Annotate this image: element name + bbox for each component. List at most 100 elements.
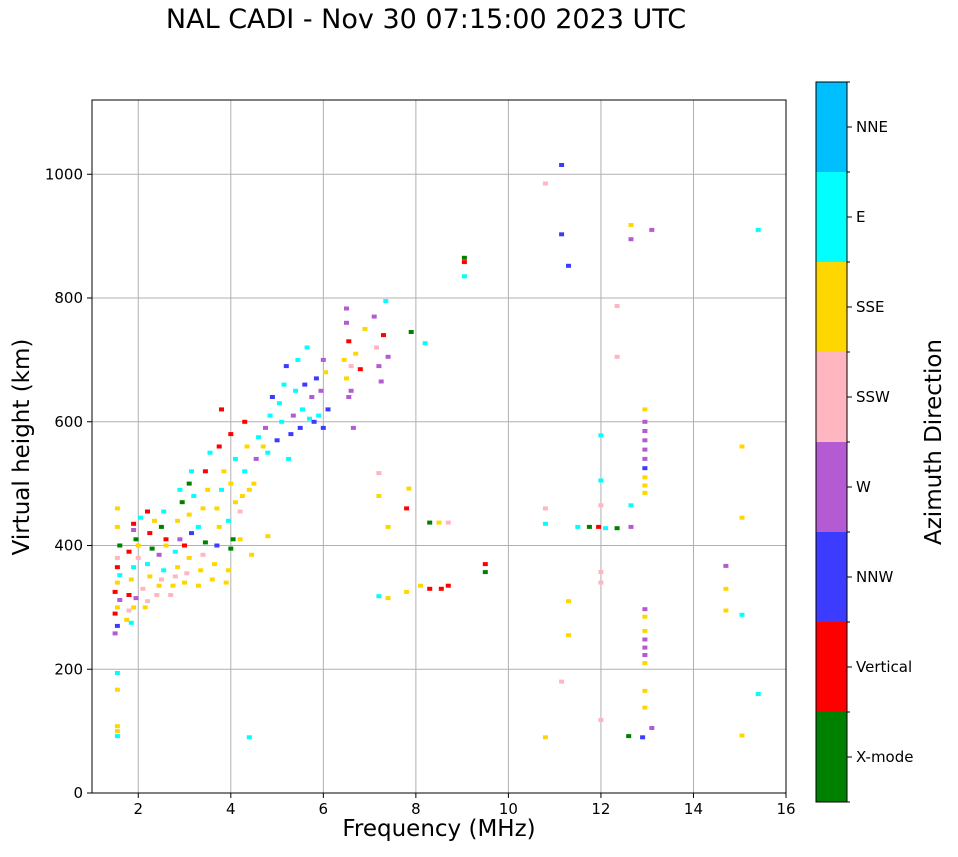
data-point	[628, 503, 634, 508]
data-point	[200, 552, 206, 557]
data-point	[226, 518, 231, 523]
data-point	[131, 528, 137, 532]
colorbar-tick-label: SSE	[856, 298, 885, 316]
data-point	[642, 688, 648, 693]
data-point	[230, 537, 236, 542]
y-tick-label: 0	[73, 784, 83, 802]
data-point	[755, 227, 761, 232]
data-point	[177, 487, 183, 492]
data-point	[251, 481, 257, 486]
data-point	[184, 571, 190, 576]
data-point	[182, 580, 187, 585]
data-point	[133, 537, 139, 542]
data-point	[145, 599, 150, 604]
data-point	[114, 729, 120, 734]
data-point	[237, 537, 243, 542]
data-point	[378, 379, 384, 384]
data-point	[640, 735, 646, 740]
data-point	[124, 617, 130, 622]
data-point	[323, 370, 329, 375]
data-point	[404, 506, 410, 511]
data-point	[186, 512, 192, 517]
colorbar-swatch	[816, 172, 847, 262]
data-point	[642, 456, 648, 461]
data-point	[461, 260, 467, 265]
data-point	[341, 357, 347, 362]
data-point	[559, 232, 565, 237]
data-point	[219, 487, 224, 492]
data-point	[242, 419, 248, 424]
data-point	[566, 263, 571, 268]
data-point	[126, 593, 132, 597]
data-point	[135, 543, 141, 548]
data-point	[739, 444, 745, 449]
data-point	[117, 543, 123, 548]
data-point	[256, 435, 262, 440]
data-point	[542, 181, 548, 186]
x-tick-label: 14	[684, 800, 703, 818]
colorbar-tick-label: E	[856, 208, 865, 226]
data-point	[170, 583, 176, 588]
data-point	[195, 583, 201, 588]
data-point	[172, 549, 178, 554]
data-point	[145, 562, 150, 567]
data-point	[304, 345, 310, 350]
data-point	[265, 534, 271, 539]
data-point	[290, 413, 296, 418]
data-point	[279, 419, 285, 424]
data-point	[168, 593, 174, 597]
data-point	[114, 580, 120, 585]
data-point	[461, 274, 467, 279]
data-point	[418, 583, 423, 588]
colorbar-tick-label: NNE	[856, 118, 888, 136]
data-point	[642, 447, 648, 452]
data-point	[286, 456, 292, 461]
data-point	[313, 376, 319, 381]
data-point	[642, 407, 648, 412]
colorbar-swatch	[816, 712, 847, 802]
y-tick-label: 600	[54, 413, 83, 431]
data-point	[114, 734, 120, 739]
data-point	[311, 419, 317, 424]
data-point	[242, 469, 248, 474]
colorbar-tick-label: SSW	[856, 388, 890, 406]
data-point	[566, 633, 571, 638]
data-point	[260, 444, 266, 449]
data-point	[598, 570, 604, 575]
data-point	[348, 388, 354, 393]
data-point	[198, 568, 204, 573]
data-point	[596, 524, 602, 529]
data-point	[626, 734, 632, 739]
colorbar-swatch	[816, 532, 847, 622]
data-point	[318, 388, 324, 393]
data-point	[376, 594, 382, 599]
data-point	[427, 520, 433, 525]
data-point	[559, 679, 565, 684]
data-point	[281, 382, 287, 387]
colorbar-tick-label: X-mode	[856, 748, 913, 766]
ticks-layer: 2 4 6 8 10 12 14 16 0 200 400 600 800 1000	[45, 165, 796, 818]
data-point	[175, 518, 181, 523]
colorbar-tick-label: NNW	[856, 568, 893, 586]
data-point	[131, 565, 137, 570]
data-point	[461, 255, 467, 260]
data-point	[161, 509, 167, 514]
data-point	[642, 607, 648, 612]
data-point	[482, 562, 488, 567]
data-point	[177, 537, 183, 542]
colorbar-swatch	[816, 622, 847, 712]
data-point	[628, 524, 634, 529]
data-point	[642, 490, 648, 495]
data-point	[274, 438, 280, 443]
colorbar-swatch	[816, 352, 847, 442]
data-point	[195, 524, 201, 529]
data-point	[149, 546, 155, 551]
data-point	[344, 376, 349, 381]
data-point	[295, 357, 301, 362]
data-point	[135, 555, 141, 560]
data-point	[114, 565, 120, 570]
data-point	[482, 570, 488, 575]
data-point	[131, 605, 137, 610]
data-point	[614, 354, 620, 359]
data-point	[145, 509, 150, 514]
